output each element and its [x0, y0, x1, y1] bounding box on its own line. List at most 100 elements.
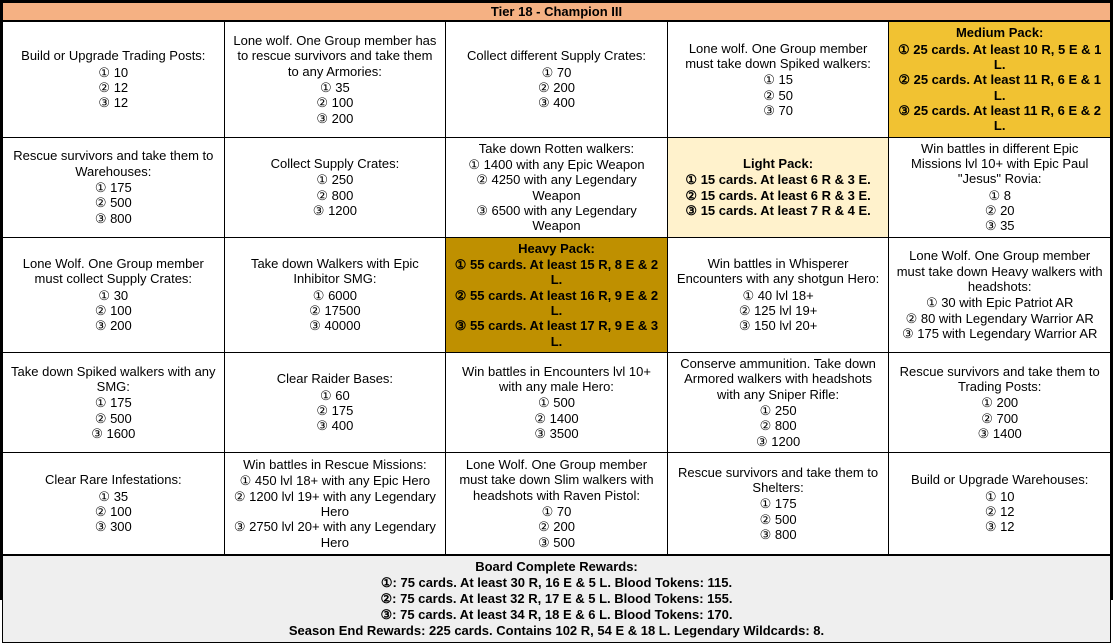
- reward-line-tier3: ③: 75 cards. At least 34 R, 18 E & 6 L. …: [380, 606, 733, 622]
- tier-value-line: ② 125 lvl 19+: [738, 302, 818, 318]
- tier-value-line: ② 200: [538, 519, 575, 535]
- mission-cell: Lone Wolf. One Group member must take do…: [888, 236, 1111, 353]
- tier-value-line: ② 17500: [309, 302, 361, 318]
- tier-value-line: ③ 150 lvl 20+: [738, 318, 818, 334]
- tier-value-line: ③ 6500 with any Legendary Weapon: [476, 202, 637, 234]
- tier-value-line: ③ 1400: [977, 425, 1022, 441]
- tier-value-line: ③ 500: [538, 534, 575, 550]
- mission-cell: Take down Rotten walkers: ① 1400 with any…: [445, 136, 668, 238]
- pack-title: Medium Pack:: [955, 25, 1044, 41]
- tier-value-line: ② 80 with Legendary Warrior AR: [905, 310, 1094, 326]
- tier-value-line: ② 12: [98, 79, 129, 95]
- tier-value-line: ② 800: [759, 418, 797, 434]
- tier-value-line: ② 100: [94, 504, 132, 520]
- tier-value-line: ① 70: [541, 64, 572, 80]
- tier-value-line: ② 55 cards. At least 16 R, 9 E & 2 L.: [454, 287, 659, 318]
- tier-value-line: ③ 400: [316, 418, 354, 434]
- board-row: Lone Wolf. One Group member must collect…: [2, 236, 1111, 353]
- light-pack-cell: Light Pack: ① 15 cards. At least 6 R & 3 …: [666, 136, 890, 238]
- tier-value-line: ① 70: [541, 504, 572, 520]
- mission-description: Rescue survivors and take them to Shelte…: [678, 464, 879, 496]
- tier-value-line: ② 700: [981, 410, 1019, 426]
- tier-value-line: ② 100: [94, 302, 132, 318]
- mission-cell: Lone wolf. One Group member has to rescu…: [223, 20, 447, 138]
- tier-value-line: ① 10: [984, 488, 1015, 504]
- mission-description: Collect different Supply Crates:: [467, 48, 646, 64]
- tier-value-line: ② 25 cards. At least 11 R, 6 E & 1 L.: [898, 72, 1102, 103]
- tier-value-line: ① 30: [98, 287, 129, 303]
- tier-value-line: ② 12: [984, 504, 1015, 520]
- tier-value-line: ① 60: [320, 387, 350, 403]
- mission-cell: Win battles in Whisperer Encounters with…: [666, 236, 890, 353]
- tier-value-line: ① 15: [763, 72, 793, 88]
- board-header-row: Tier 18 - Champion III: [2, 2, 1111, 23]
- mission-cell: Take down Spiked walkers with any SMG: ① …: [2, 351, 225, 453]
- mission-cell: Collect different Supply Crates: ① 70 ② 20…: [445, 20, 668, 138]
- tier-value-line: ② 100: [316, 95, 354, 111]
- season-end-rewards: Season End Rewards: 225 cards. Contains …: [288, 622, 825, 638]
- tier-value-line: ① 175: [759, 496, 797, 512]
- tier-value-line: ① 25 cards. At least 10 R, 5 E & 1 L.: [897, 41, 1102, 72]
- tier-value-line: ① 175: [94, 179, 132, 195]
- mission-description: Win battles in Encounters lvl 10+ with a…: [462, 363, 651, 394]
- tier-value-line: ③ 800: [759, 527, 797, 543]
- tier-value-line: ① 40 lvl 18+: [742, 287, 814, 303]
- tier-value-line: ① 175: [94, 395, 132, 411]
- reward-line-tier2: ②: 75 cards. At least 32 R, 17 E & 5 L. …: [380, 591, 733, 607]
- tier-value-line: ③ 175 with Legendary Warrior AR: [901, 325, 1098, 341]
- tier-value-line: ③ 70: [763, 102, 793, 118]
- mission-cell: Lone wolf. One Group member must take do…: [666, 20, 890, 138]
- tier-value-line: ② 175: [316, 402, 354, 418]
- tier-value-line: ③ 15 cards. At least 7 R & 4 E.: [685, 202, 871, 218]
- medium-pack-cell: Medium Pack: ① 25 cards. At least 10 R, 5…: [888, 20, 1111, 138]
- mission-description: Lone Wolf. One Group member must take do…: [459, 457, 654, 503]
- mission-description: Rescue survivors and take them to Tradin…: [899, 363, 1100, 394]
- tier-value-line: ③ 2750 lvl 20+ with any Legendary Hero: [233, 519, 436, 550]
- mission-description: Win battles in Whisperer Encounters with…: [676, 255, 880, 287]
- tier-value-line: ② 15 cards. At least 6 R & 3 E.: [685, 187, 871, 203]
- tier-value-line: ② 4250 with any Legendary Weapon: [476, 172, 637, 203]
- tier-value-line: ② 800: [316, 187, 354, 203]
- tier-value-line: ③ 200: [316, 110, 354, 126]
- mission-cell: Clear Rare Infestations: ① 35 ② 100 ③ 300: [2, 451, 225, 556]
- tier-value-line: ③ 12: [984, 519, 1015, 535]
- tier-value-line: ① 450 lvl 18+ with any Epic Hero: [239, 473, 431, 489]
- pack-title: Light Pack:: [743, 155, 814, 171]
- tier-value-line: ① 500: [538, 395, 575, 411]
- mission-description: Collect Supply Crates:: [270, 155, 400, 171]
- heavy-pack-cell: Heavy Pack: ① 55 cards. At least 15 R, 8 …: [445, 236, 668, 353]
- mission-description: Take down Rotten walkers:: [478, 140, 635, 156]
- mission-description: Take down Walkers with Epic Inhibitor SM…: [250, 255, 419, 287]
- tier-value-line: ③ 1200: [755, 433, 801, 449]
- board-row: Take down Spiked walkers with any SMG: ① …: [2, 351, 1111, 453]
- tier-value-line: ① 35: [320, 79, 350, 95]
- board-rewards-title: Board Complete Rewards:: [475, 559, 638, 575]
- tier-value-line: ① 1400 with any Epic Weapon: [468, 156, 645, 172]
- tier-value-line: ① 250: [316, 172, 354, 188]
- tier-value-line: ③ 25 cards. At least 11 R, 6 E & 2 L.: [898, 102, 1102, 134]
- tier-value-line: ① 200: [981, 395, 1019, 411]
- mission-description: Build or Upgrade Trading Posts:: [21, 48, 206, 64]
- board-row: Rescue survivors and take them to Wareho…: [2, 136, 1111, 238]
- tier-value-line: ③ 3500: [534, 425, 579, 441]
- mission-cell: Lone Wolf. One Group member must collect…: [2, 236, 225, 353]
- tier-value-line: ③ 12: [98, 95, 129, 111]
- reward-line-tier1: ①: 75 cards. At least 30 R, 16 E & 5 L. …: [380, 575, 733, 591]
- tier-value-line: ① 250: [759, 402, 797, 418]
- tier-value-line: ① 30 with Epic Patriot AR: [925, 295, 1074, 311]
- board-footer-row: Board Complete Rewards: ①: 75 cards. At …: [2, 554, 1111, 643]
- tier-value-line: ③ 200: [94, 318, 132, 334]
- mission-description: Win battles in Rescue Missions:: [243, 457, 427, 473]
- mission-cell: Rescue survivors and take them to Tradin…: [888, 351, 1111, 453]
- tier-value-line: ③ 1200: [312, 202, 357, 218]
- tier-value-line: ① 8: [988, 187, 1011, 203]
- mission-description: Lone Wolf. One Group member must take do…: [896, 248, 1103, 294]
- tier-value-line: ② 20: [984, 202, 1015, 218]
- tier-value-line: ③ 800: [94, 210, 132, 226]
- tier-value-line: ② 50: [763, 87, 793, 103]
- tier-value-line: ② 500: [94, 410, 132, 426]
- mission-cell: Rescue survivors and take them to Shelte…: [666, 451, 890, 556]
- mission-description: Clear Raider Bases:: [276, 371, 394, 387]
